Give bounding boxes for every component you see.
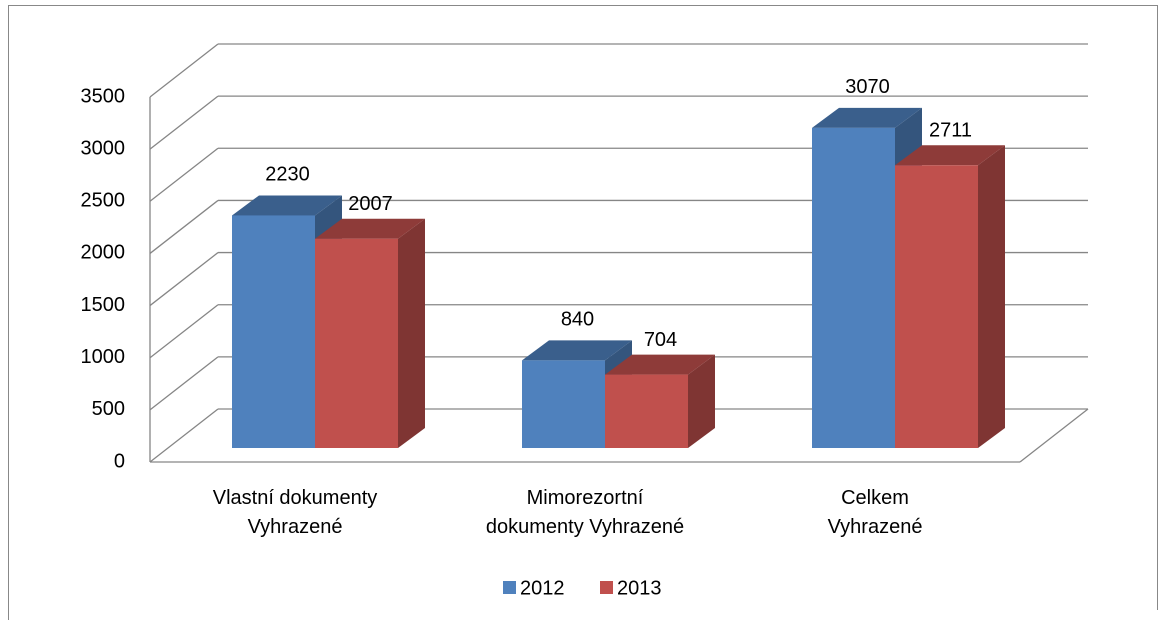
bar [522,360,605,448]
bar [605,374,688,448]
x-tick-label: Celkem Vyhrazené [827,487,923,538]
grid-line [149,356,219,411]
grid-line [149,199,219,254]
data-label: 704 [644,329,677,351]
y-tick-label: 500 [92,398,125,420]
legend-swatch [503,581,516,594]
bar-top [812,107,922,128]
bar-top [605,354,715,375]
bar-top [315,218,425,239]
data-label: 840 [561,309,594,331]
bar [812,127,895,448]
data-label: 2230 [265,164,310,186]
legend-label: 2012 [520,577,565,599]
grid-line [149,147,219,202]
bar-top [522,340,632,361]
x-tick-label: Vlastní dokumenty Vyhrazené [212,487,378,538]
bar-top [895,145,1005,166]
y-tick-label: 3000 [81,137,126,159]
y-tick-label: 0 [114,450,125,472]
y-tick-label: 1000 [81,346,126,368]
grid-line [149,252,219,307]
data-label: 2711 [929,120,972,142]
legend-label: 2013 [617,577,662,599]
data-label: 2007 [348,193,393,215]
data-label: 3070 [845,76,890,98]
y-tick-label: 3500 [81,85,126,107]
bar [895,165,978,448]
bar [232,215,315,448]
bar-side [398,218,425,448]
bar-top [232,195,342,216]
legend-swatch [600,581,613,594]
bar-side [688,354,715,448]
bar [315,238,398,448]
y-tick-label: 2500 [81,190,126,212]
bar-side [978,145,1005,448]
grid-line [149,304,219,359]
chart-border [8,5,1158,620]
x-tick-label: Mimorezortní dokumenty Vyhrazené [485,487,685,538]
y-tick-label: 2000 [81,242,126,264]
grid-line [149,95,219,150]
grid-line [149,408,219,463]
grid-line [149,43,219,98]
y-tick-label: 1500 [81,294,126,316]
floor-edge [1019,408,1089,463]
